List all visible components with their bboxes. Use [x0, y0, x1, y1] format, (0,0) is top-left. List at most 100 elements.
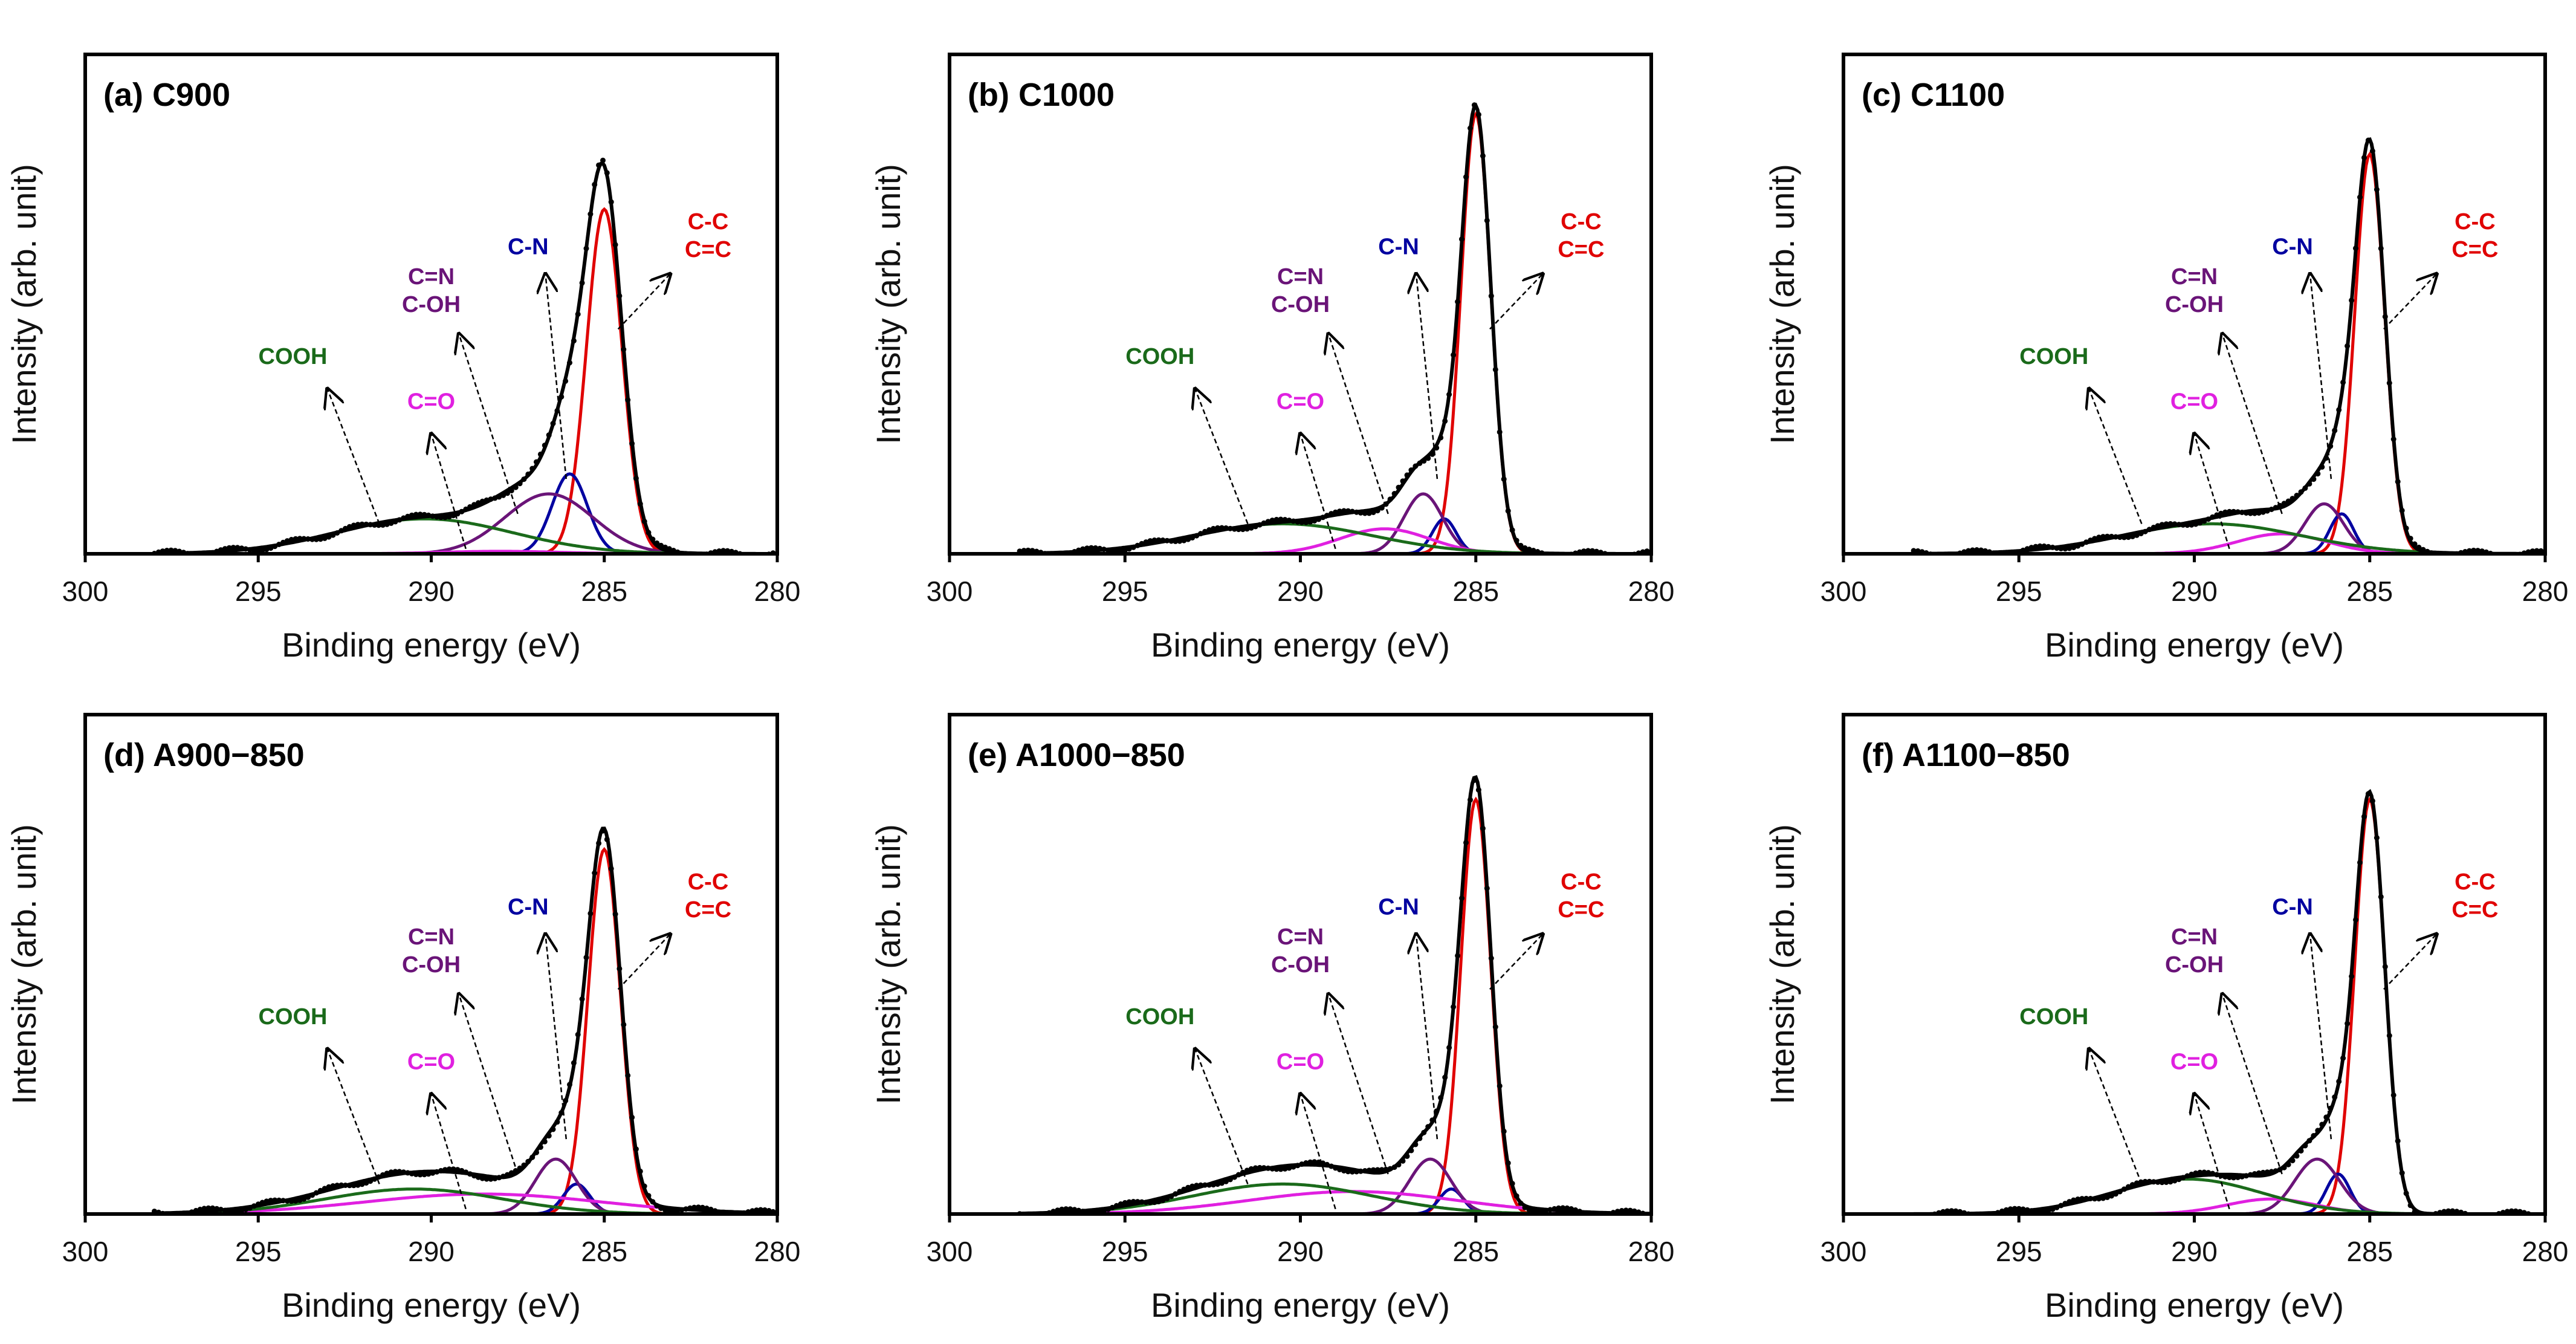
data-point	[629, 1114, 635, 1120]
data-point	[1164, 1195, 1170, 1201]
y-axis-label: Intensity (arb. unit)	[869, 824, 907, 1105]
data-point	[2163, 521, 2169, 527]
data-point	[675, 1208, 681, 1213]
data-point	[2285, 1161, 2291, 1167]
x-tick-label: 280	[754, 1236, 801, 1267]
data-point	[2184, 522, 2190, 528]
data-point	[455, 1167, 461, 1173]
data-point	[496, 1175, 502, 1181]
data-point	[1164, 537, 1170, 544]
annotation-line: C-C	[1561, 209, 1602, 235]
data-point	[1421, 458, 1427, 464]
data-point	[1400, 478, 1406, 484]
data-point	[1185, 1184, 1191, 1190]
data-point	[346, 1183, 352, 1189]
data-point	[363, 1180, 369, 1186]
data-point	[2028, 545, 2034, 551]
data-point	[2332, 427, 2338, 433]
data-point	[1429, 1117, 1435, 1123]
data-point	[1396, 1161, 1402, 1167]
data-point	[1189, 534, 1196, 541]
x-tick-label: 280	[1628, 576, 1675, 607]
annotation-arrow	[432, 434, 467, 550]
data-point	[255, 1201, 261, 1207]
data-point	[1198, 1182, 1204, 1188]
data-point	[2121, 534, 2127, 541]
data-point	[2210, 1170, 2216, 1177]
data-point	[2222, 509, 2228, 515]
data-point	[1442, 1074, 1448, 1080]
annotation-line: C-C	[2455, 209, 2496, 235]
data-point	[525, 1158, 531, 1164]
data-point	[2306, 1138, 2312, 1144]
data-point	[297, 536, 303, 542]
data-point	[2150, 524, 2157, 530]
annotation-arrow	[2310, 274, 2332, 479]
data-point	[243, 1207, 249, 1213]
data-point	[305, 1194, 311, 1200]
data-point	[2357, 860, 2363, 866]
data-point	[2340, 379, 2346, 385]
annotation-line: C-C	[1561, 869, 1602, 895]
data-point	[401, 515, 407, 521]
x-tick-label: 295	[1996, 576, 2042, 607]
annotation-label: C-N	[1378, 894, 1419, 920]
x-tick-label: 295	[235, 576, 282, 607]
data-point	[1518, 1200, 1524, 1206]
data-point	[1067, 1206, 1073, 1212]
data-point	[2315, 1128, 2321, 1134]
data-point	[409, 512, 415, 518]
data-point	[380, 1172, 386, 1178]
data-point	[1451, 352, 1457, 358]
data-point	[2125, 534, 2131, 541]
data-point	[2369, 148, 2375, 154]
data-point	[1189, 1183, 1196, 1189]
data-point	[2050, 1206, 2056, 1212]
data-point	[575, 1031, 581, 1037]
data-point	[492, 1175, 498, 1181]
data-point	[1475, 787, 1481, 793]
data-point	[1471, 777, 1477, 783]
data-point	[338, 1182, 345, 1188]
data-point	[2088, 1196, 2094, 1201]
annotation-line: C=N	[408, 264, 455, 290]
x-tick-label: 280	[2522, 576, 2569, 607]
data-point	[388, 1169, 394, 1175]
envelope-curve	[1020, 775, 1650, 1214]
annotation-label: C-C C=C	[1558, 869, 1604, 923]
data-point	[201, 1206, 207, 1212]
data-point	[2374, 187, 2380, 192]
data-point	[2050, 544, 2056, 550]
data-point	[2071, 1197, 2077, 1203]
data-point	[409, 1170, 415, 1177]
data-point	[1358, 1168, 1364, 1174]
data-point	[2075, 543, 2081, 549]
data-point	[1345, 508, 1351, 514]
data-point	[1223, 1178, 1229, 1184]
data-point	[1215, 1181, 1220, 1187]
data-point	[1312, 518, 1318, 524]
annotation-arrow	[328, 389, 380, 524]
annotation-line: C=N	[408, 924, 455, 950]
annotation-label: C-N	[1378, 234, 1419, 259]
data-point	[571, 1060, 577, 1066]
x-tick-label: 300	[62, 1236, 109, 1267]
data-point	[1442, 418, 1448, 424]
annotation-arrow	[2089, 1049, 2143, 1184]
data-point	[1177, 1189, 1183, 1195]
data-point	[2298, 1148, 2304, 1154]
data-point	[650, 536, 656, 542]
data-point	[313, 1190, 319, 1196]
data-point	[646, 1193, 652, 1199]
data-point	[563, 1098, 569, 1104]
data-point	[1215, 525, 1220, 531]
data-point	[629, 441, 635, 447]
data-point	[567, 360, 572, 366]
data-point	[2193, 1170, 2199, 1176]
data-point	[1168, 538, 1174, 544]
data-point	[1501, 476, 1507, 482]
data-point	[500, 1174, 506, 1180]
data-point	[1282, 1166, 1288, 1172]
annotation-line: C-N	[1378, 234, 1419, 259]
